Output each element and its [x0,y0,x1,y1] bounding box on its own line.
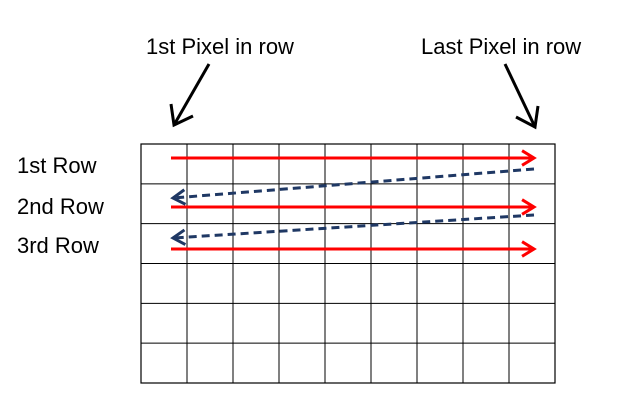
retrace-arrow [170,167,535,206]
retrace-arrow [170,213,535,246]
first-pixel-label: 1st Pixel in row [146,34,294,59]
row-scan-arrow [171,198,537,216]
row-label-2: 2nd Row [17,194,104,219]
row-label-3: 3rd Row [17,233,99,258]
row-label-1: 1st Row [17,153,97,178]
last-pixel-label: Last Pixel in row [421,34,581,59]
row-scan-arrow [171,240,537,258]
pixel-grid [140,143,556,384]
scan-arrows [170,149,537,258]
row-scan-arrow [171,149,537,167]
first-pixel-pointer [169,63,211,128]
last-pixel-pointer [503,63,540,130]
